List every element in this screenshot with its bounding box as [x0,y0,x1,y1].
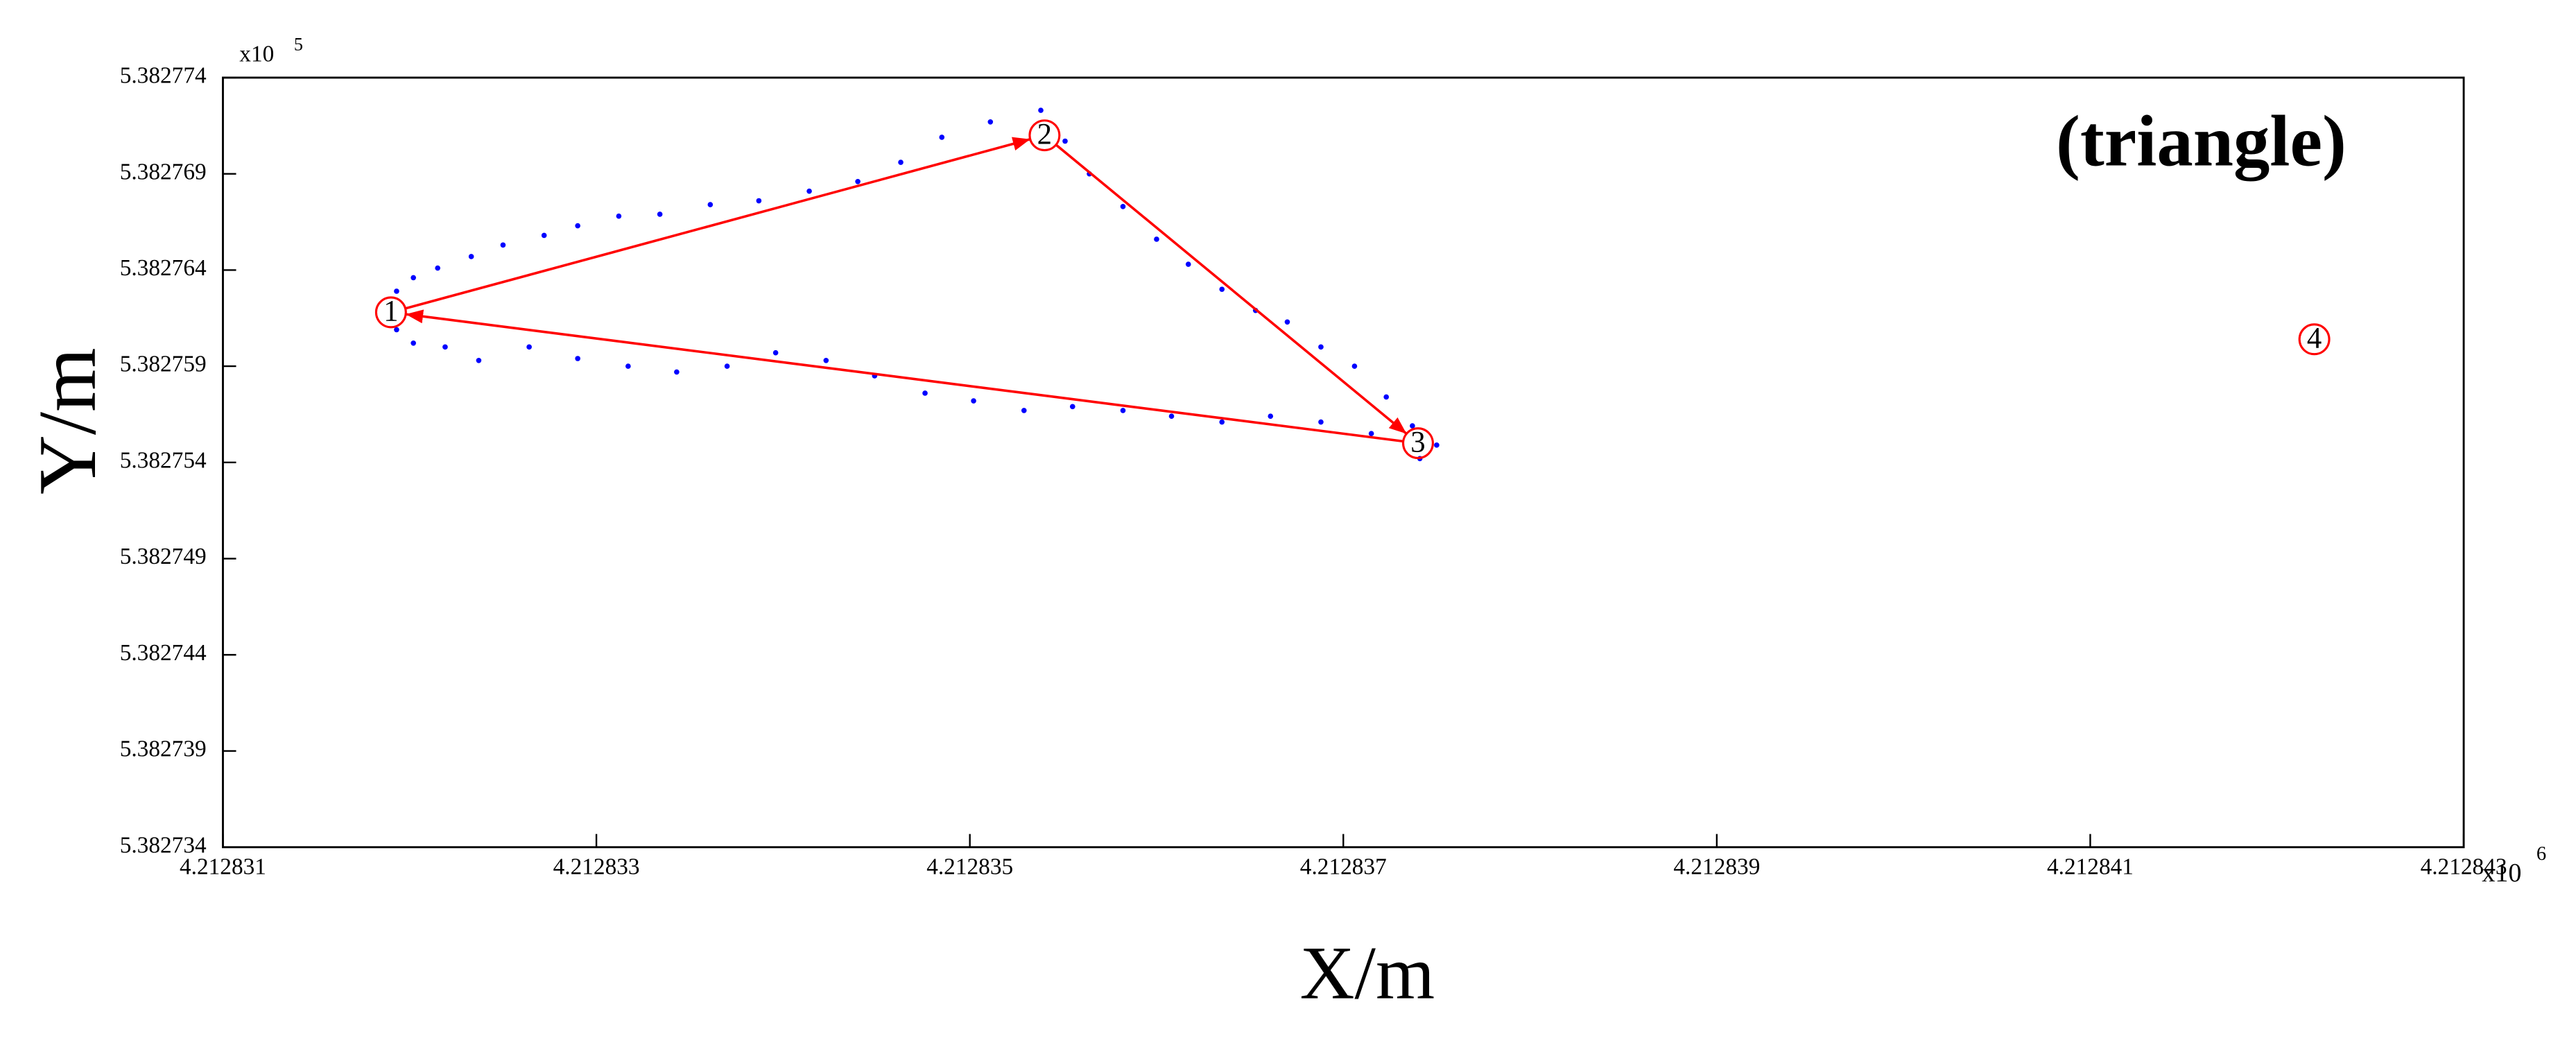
point [575,223,580,229]
point [616,213,622,219]
point [442,344,448,350]
y-tick-label: 5.382739 [120,736,207,762]
y-tick-label: 5.382754 [120,447,207,473]
chart-title: (triangle) [2056,101,2346,181]
y-tick-label: 5.382734 [120,832,207,858]
point [526,344,532,350]
x-tick-label: 4.212837 [1300,854,1387,879]
point [410,340,416,346]
point [1318,344,1324,350]
y-scale-exponent: 5 [294,35,303,55]
point [1410,423,1415,429]
x-tick-label: 4.212839 [1673,854,1760,879]
y-tick-label: 5.382769 [120,159,207,184]
point [1351,363,1358,369]
point [1120,204,1126,209]
marker-label: 2 [1037,118,1052,150]
y-tick-label: 5.382774 [120,63,207,89]
point [575,356,580,361]
point [1219,286,1225,292]
point [772,350,779,356]
point [1154,236,1159,242]
point [1219,419,1225,425]
route-arrow [405,137,1031,310]
point [987,119,994,125]
point [410,275,416,281]
point [1120,408,1126,413]
point [922,390,928,396]
x-scale-label: x10 [2482,859,2521,888]
marker-circle [374,296,407,329]
x-tick-label: 4.212843 [2421,854,2507,879]
x-scale-exponent: 6 [2536,843,2546,865]
point [756,198,762,204]
point [500,242,506,248]
marker-circle [1028,119,1061,152]
point [1069,404,1075,410]
y-tick-label: 5.382744 [120,640,207,666]
y-tick-label: 5.382749 [120,544,207,569]
x-tick-label: 4.212831 [180,854,266,879]
x-axis-label: X/m [1299,931,1435,1015]
point [394,288,399,294]
route-arrow [405,309,1403,443]
point [674,369,680,375]
point [898,159,904,165]
point [476,357,482,363]
x-tick-label: 4.212833 [553,854,640,879]
point [1038,107,1044,113]
point [1268,413,1274,420]
x-tick-label: 4.212841 [2047,854,2134,879]
route-arrow [1055,144,1408,435]
marker-circle [2298,323,2331,356]
point [625,363,631,369]
point [394,327,399,333]
plot-frame [222,76,2465,849]
point [806,188,812,194]
point [1368,431,1374,437]
point [1284,319,1290,325]
point [939,135,945,140]
point [1383,394,1390,400]
marker-circle [1402,427,1434,460]
y-tick-label: 5.382764 [120,255,207,281]
point [823,357,829,363]
point [541,232,547,239]
point [1318,419,1324,425]
point [1168,413,1175,420]
marker-label: 3 [1410,426,1425,458]
point [1185,261,1191,267]
y-tick-label: 5.382759 [120,352,207,377]
y-axis-label: Y/m [21,347,113,494]
marker-label: 1 [383,295,398,328]
x-tick-label: 4.212835 [926,854,1013,879]
point [855,178,861,184]
point [724,363,730,369]
marker-label: 4 [2307,322,2322,354]
point [468,254,474,259]
point [707,202,714,207]
y-scale-label: x10 [239,42,274,67]
point [657,212,663,217]
point [971,398,976,404]
point [1434,442,1440,448]
point [1062,138,1068,144]
point [435,265,440,271]
point [1021,408,1027,413]
